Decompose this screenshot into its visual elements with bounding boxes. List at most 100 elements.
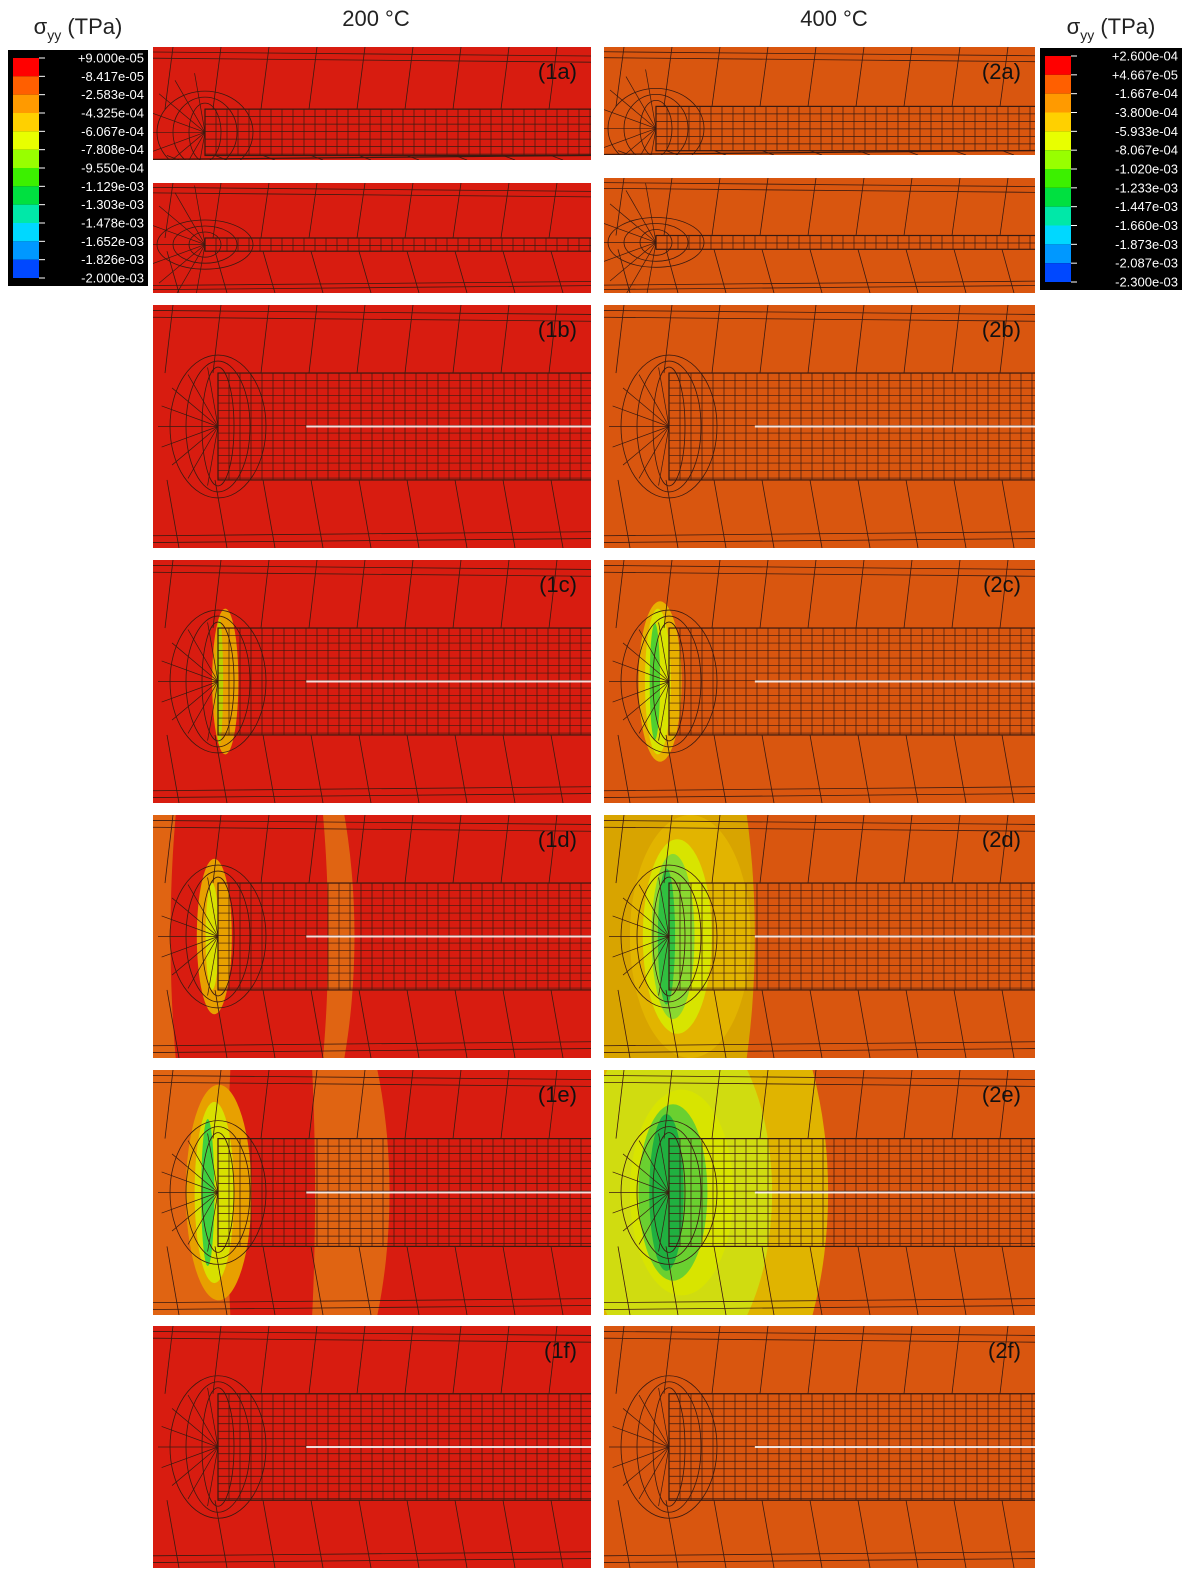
mesh-panel <box>153 1070 591 1315</box>
mesh-line <box>759 305 769 374</box>
mesh-line <box>502 734 516 803</box>
mesh-line <box>356 183 366 239</box>
mesh-line <box>617 1246 631 1315</box>
mesh-line <box>951 178 961 236</box>
mesh-panel <box>153 815 591 1058</box>
mesh-line <box>625 76 657 129</box>
legend-swatch <box>1045 93 1071 113</box>
mesh-line <box>713 479 727 548</box>
mesh-line <box>548 560 558 629</box>
mesh-panel <box>604 560 1035 803</box>
mesh-line <box>713 989 727 1058</box>
mesh-line <box>502 989 516 1058</box>
mesh-line <box>166 734 180 803</box>
mesh-line <box>262 251 276 293</box>
mesh-line <box>548 183 558 239</box>
mesh-line <box>406 479 420 548</box>
legend-swatch <box>13 259 39 278</box>
mesh-line <box>999 47 1009 107</box>
legend-label: -1.129e-03 <box>81 179 144 194</box>
mesh-line <box>761 989 775 1058</box>
mesh-line <box>164 815 174 884</box>
panel-background <box>604 47 1035 155</box>
legend-label: -1.873e-03 <box>1115 237 1178 252</box>
mesh-line <box>153 826 591 832</box>
mesh-line <box>623 128 657 155</box>
mesh-line <box>604 1041 1035 1047</box>
mesh-line <box>171 642 219 682</box>
mesh-line <box>153 1298 591 1304</box>
mesh-line <box>999 1326 1009 1394</box>
legend-swatch <box>13 204 39 223</box>
mesh-line <box>951 560 961 629</box>
mesh-line <box>711 1070 721 1139</box>
mesh-line <box>171 1408 219 1448</box>
mesh-line <box>713 249 727 293</box>
mesh-line <box>500 305 510 374</box>
mesh-line <box>638 884 670 937</box>
mesh-line <box>153 1081 591 1087</box>
mesh-line <box>153 1048 591 1053</box>
mesh-line <box>622 1408 670 1448</box>
mesh-line <box>187 629 219 682</box>
legend-title: σyy (TPa) <box>1067 14 1156 43</box>
mesh-line <box>1001 989 1015 1058</box>
mesh-line <box>665 734 679 803</box>
mesh-line <box>406 989 420 1058</box>
mesh-line <box>622 1153 670 1193</box>
mesh-line <box>1001 479 1015 548</box>
mesh-line <box>807 1070 817 1139</box>
mesh-line <box>599 155 611 160</box>
legend-label: -7.808e-04 <box>81 142 144 157</box>
legend-label: -2.300e-03 <box>1115 275 1178 290</box>
mesh-line <box>658 1192 670 1252</box>
mesh-line <box>905 479 919 548</box>
legend-label: -2.000e-03 <box>81 271 144 286</box>
mesh-line <box>658 936 670 996</box>
mesh-line <box>609 242 657 282</box>
legend-unit: (TPa) <box>67 14 122 39</box>
mesh-line <box>153 786 591 792</box>
mesh-line <box>604 565 1035 570</box>
mesh-line <box>404 815 414 884</box>
mesh-line <box>604 786 1035 792</box>
mesh-line <box>903 47 913 107</box>
mesh-line <box>658 622 670 682</box>
mesh-line <box>645 69 657 129</box>
mesh-line <box>612 681 670 703</box>
mesh-line <box>153 310 591 315</box>
mesh-line <box>153 1305 591 1310</box>
mesh-line <box>161 915 219 937</box>
panel-label: (1a) <box>538 59 577 84</box>
panel-label: (1d) <box>538 827 577 852</box>
mesh-line <box>604 538 1035 543</box>
legend-label: -9.550e-04 <box>81 161 144 176</box>
legend-label: -1.652e-03 <box>81 234 144 249</box>
mesh-line <box>358 479 372 548</box>
mesh-line <box>161 1446 219 1468</box>
mesh-line <box>153 1041 591 1047</box>
mesh-line <box>612 405 670 427</box>
mesh-line <box>951 47 961 107</box>
legend-label: -5.933e-04 <box>1115 124 1178 139</box>
legend-label: -1.667e-04 <box>1115 86 1178 101</box>
mesh-line <box>158 205 206 245</box>
mesh-line <box>807 815 817 884</box>
mesh-line <box>604 57 1035 63</box>
legend-label: -1.233e-03 <box>1115 180 1178 195</box>
legend-swatch <box>1045 225 1071 245</box>
mesh-line <box>809 1500 823 1568</box>
mesh-line <box>609 89 657 129</box>
mesh-line <box>164 560 174 629</box>
mesh-line <box>604 280 1035 286</box>
mesh-line <box>807 560 817 629</box>
legend-swatch <box>13 94 39 113</box>
mesh-line <box>809 479 823 548</box>
mesh-line <box>161 1192 219 1214</box>
mesh-line <box>658 877 670 937</box>
mesh-line <box>622 936 670 976</box>
legend-swatch <box>13 168 39 187</box>
mesh-line <box>500 1070 510 1139</box>
mesh-line <box>454 251 468 293</box>
